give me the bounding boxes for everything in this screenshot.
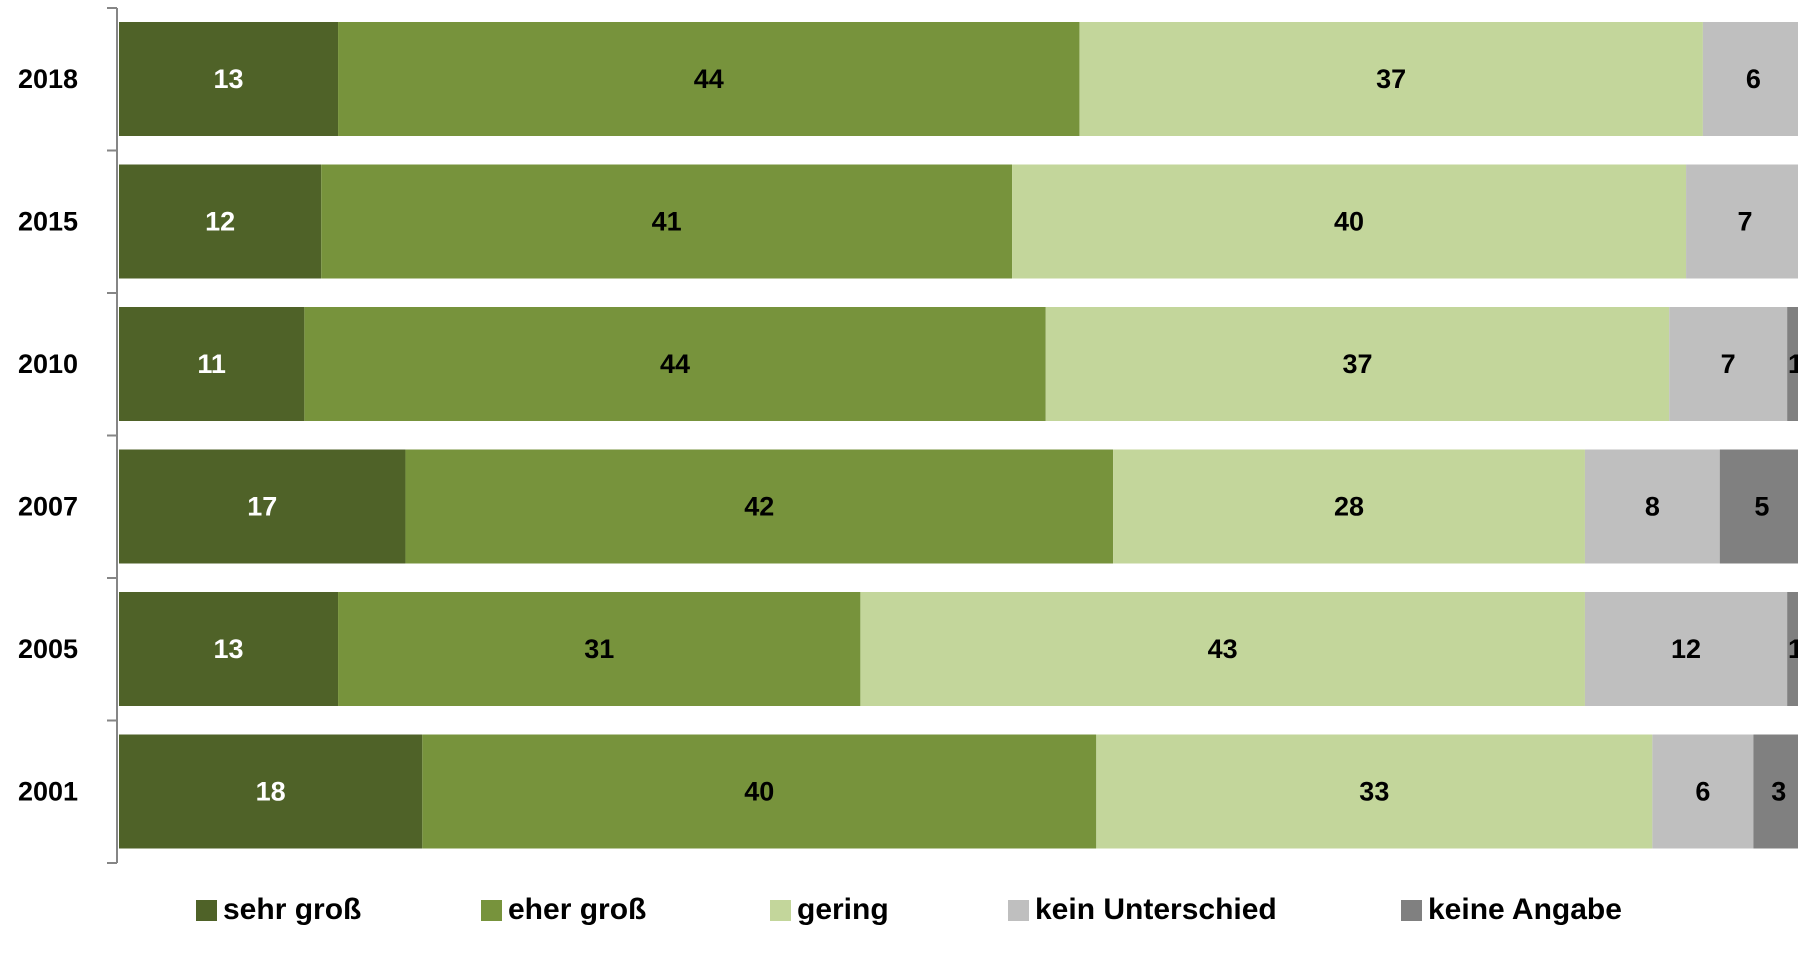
data-label: 40	[1334, 207, 1364, 237]
y-tick-label: 2007	[18, 492, 78, 522]
bar-segment	[1045, 307, 1670, 421]
y-axis-labels: 2018 2015 2010 2007 2005 2001	[18, 64, 78, 807]
data-label: 13	[214, 64, 244, 94]
data-label: 7	[1738, 207, 1753, 237]
y-tick-label: 2001	[18, 777, 78, 807]
data-label: 12	[205, 207, 235, 237]
bar-segment	[119, 449, 406, 564]
data-label: 5	[1754, 492, 1769, 522]
data-label: 1	[1788, 634, 1798, 664]
legend-item: gering	[770, 888, 889, 932]
legend-label: gering	[797, 893, 889, 926]
data-label: 42	[744, 492, 774, 522]
bar-segment	[1584, 592, 1788, 706]
data-label: 37	[1342, 349, 1372, 379]
bar-segment	[304, 307, 1046, 421]
data-label: 18	[256, 777, 286, 807]
bar-segment	[860, 592, 1585, 706]
bar-segment	[1753, 734, 1798, 849]
bar-segment	[119, 307, 305, 421]
legend-item: sehr groß	[196, 888, 361, 932]
data-label: 28	[1334, 492, 1364, 522]
legend-swatch	[1008, 899, 1029, 921]
y-tick-label: 2010	[18, 349, 78, 379]
data-label: 1	[1788, 349, 1798, 379]
data-label: 12	[1671, 634, 1701, 664]
legend-item: eher groß	[481, 888, 646, 932]
data-label: 6	[1695, 777, 1710, 807]
legend-label: kein Unterschied	[1035, 893, 1277, 926]
data-label: 31	[584, 634, 614, 664]
bar-segment	[119, 592, 339, 706]
data-label: 8	[1645, 492, 1660, 522]
bar-segment	[1113, 449, 1585, 564]
data-label: 13	[214, 634, 244, 664]
data-label: 17	[247, 492, 277, 522]
bar-segment	[119, 22, 339, 136]
bar-segment	[1012, 164, 1687, 279]
legend-swatch	[1401, 899, 1422, 921]
data-label: 33	[1359, 777, 1389, 807]
legend-swatch	[196, 899, 217, 921]
legend-label: eher groß	[508, 893, 647, 926]
bar-segment	[1702, 22, 1798, 136]
bar-segment	[119, 734, 423, 849]
bar-segment	[1787, 592, 1798, 706]
bar-segment	[1652, 734, 1754, 849]
bar-segment	[1079, 22, 1703, 136]
bar-segment	[1787, 307, 1798, 421]
bar-segment	[1669, 307, 1788, 421]
y-tick-label: 2018	[18, 64, 78, 94]
data-label: 41	[652, 207, 682, 237]
legend-item: keine Angabe	[1401, 888, 1622, 932]
legend-item: kein Unterschied	[1008, 888, 1277, 932]
data-label: 7	[1721, 349, 1736, 379]
bar-segment	[1584, 449, 1720, 564]
bar-segment	[321, 164, 1013, 279]
legend-label: keine Angabe	[1428, 893, 1622, 926]
bar-segment	[338, 592, 861, 706]
data-label: 44	[660, 349, 690, 379]
data-label: 40	[744, 777, 774, 807]
legend-swatch	[770, 899, 791, 921]
data-label: 44	[694, 64, 724, 94]
bar-segment	[119, 164, 322, 279]
y-tick-label: 2005	[18, 634, 78, 664]
data-label: 37	[1376, 64, 1406, 94]
data-label: 6	[1746, 64, 1761, 94]
data-label: 3	[1771, 777, 1786, 807]
data-label: 11	[197, 349, 226, 379]
legend-label: sehr groß	[223, 893, 362, 926]
y-tick-label: 2015	[18, 207, 78, 237]
data-label: 43	[1208, 634, 1238, 664]
legend-swatch	[481, 899, 502, 921]
legend: sehr groß eher groß gering kein Unterschied…	[0, 888, 1798, 938]
bar-segment	[422, 734, 1097, 849]
bar-segment	[1096, 734, 1653, 849]
bars-group: 13 44 37 6 12 41 40 7 11 44 37 7 1 17 42 28 8 5 13 31 43 12 1 1…	[119, 22, 1798, 849]
bar-segment	[1719, 449, 1798, 564]
bar-segment	[1686, 164, 1798, 279]
bar-segment	[338, 22, 1080, 136]
y-axis	[107, 7, 118, 864]
bar-segment	[405, 449, 1114, 564]
